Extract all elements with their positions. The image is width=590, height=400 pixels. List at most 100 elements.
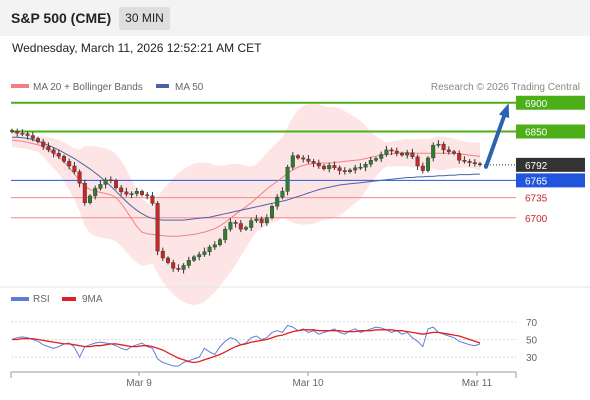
candle-body [41,141,46,147]
candle [301,155,306,163]
candle-body [212,244,217,248]
candle-body [472,162,477,164]
candle [410,148,415,160]
candle-body [62,156,67,162]
candle-body [9,130,14,132]
candle [98,180,103,191]
candle-body [139,191,144,195]
time-tick-label: Mar 11 [462,378,493,389]
candle-body [316,162,321,167]
resistance-tag-label: 6850 [525,128,548,139]
candle-body [238,223,243,230]
candle [436,140,441,148]
candle-body [207,246,212,252]
timeframe-badge[interactable]: 30 MIN [119,7,170,30]
candle-body [426,157,431,171]
time-axis: Mar 9 Mar 10 Mar 11 [10,371,517,389]
resistance-tag-box [516,124,585,139]
candle-body [290,155,295,168]
candle [467,159,472,167]
candle [124,187,129,197]
bollinger-band [12,103,480,306]
candle-body [462,160,467,162]
candle-body [311,161,316,164]
candle-body [332,165,337,168]
candle-body [171,262,176,269]
candle [478,161,483,167]
candle [186,256,191,269]
candle-body [368,160,373,165]
candle-body [108,179,113,182]
candle [389,147,394,156]
candle [462,156,467,164]
candle-body [72,165,77,172]
support-tag-label: 6735 [525,194,548,205]
candle [134,187,139,197]
candle [452,149,457,156]
candle-body [296,155,301,159]
candle [171,259,176,272]
candle [36,136,41,144]
candle [228,218,233,232]
candle-body [134,191,139,194]
projection-arrow-shaft [484,108,508,169]
rsi-tick-label: 70 [526,318,538,329]
candle [56,149,61,160]
candle-body [30,135,35,139]
rsi-ma-legend-label: 9MA [82,294,103,305]
candle-body [155,203,160,252]
rsi-panel: 70 50 30 [11,318,538,367]
rsi-ma-line [12,329,481,364]
candle-body [25,133,30,136]
candle [457,150,462,164]
candle [25,131,30,140]
candle [337,165,342,175]
candle-body [82,183,87,203]
candle-body [264,217,269,224]
ma20-legend-label: MA 20 + Bollinger Bands [33,82,143,93]
candle [197,251,202,261]
ma20-legend-swatch [11,84,29,88]
candle-body [342,170,347,172]
candle-body [270,206,275,218]
price-panel: 6900 6850 6792 6765 6735 6700 [9,95,585,306]
candle [379,151,384,162]
candle-body [119,187,124,193]
candle [155,201,160,256]
candle [353,164,358,174]
candle-body [191,256,196,261]
candle-body [98,184,103,189]
resistance-tag-label: 6900 [525,99,548,110]
candle [316,159,321,169]
candle-body [301,157,306,160]
candle-body [56,153,61,157]
resistance-tag-box [516,95,585,110]
header-bar: S&P 500 (CME) 30 MIN [0,0,590,36]
candle-body [285,166,290,192]
candle [327,162,332,173]
candle-body [353,167,358,171]
candle [72,161,77,175]
candle [259,216,264,227]
candle [394,147,399,157]
rsi-ma-legend-swatch [62,297,76,301]
instrument-title: S&P 500 (CME) [11,10,112,26]
candle [129,191,134,199]
candle-body [389,149,394,152]
candle [472,159,477,167]
candle-body [129,193,134,195]
candle-body [15,131,20,134]
candle [108,176,113,184]
candle [311,159,316,168]
candle [181,263,186,274]
candle-body [186,260,191,266]
candle [51,147,56,158]
candle-body [150,195,155,204]
candle-body [348,169,353,172]
candle [77,169,82,188]
candle [93,185,98,200]
candle-body [223,229,228,240]
candle [217,237,222,247]
candle-body [20,133,25,135]
support-tag-label: 6700 [525,214,548,225]
